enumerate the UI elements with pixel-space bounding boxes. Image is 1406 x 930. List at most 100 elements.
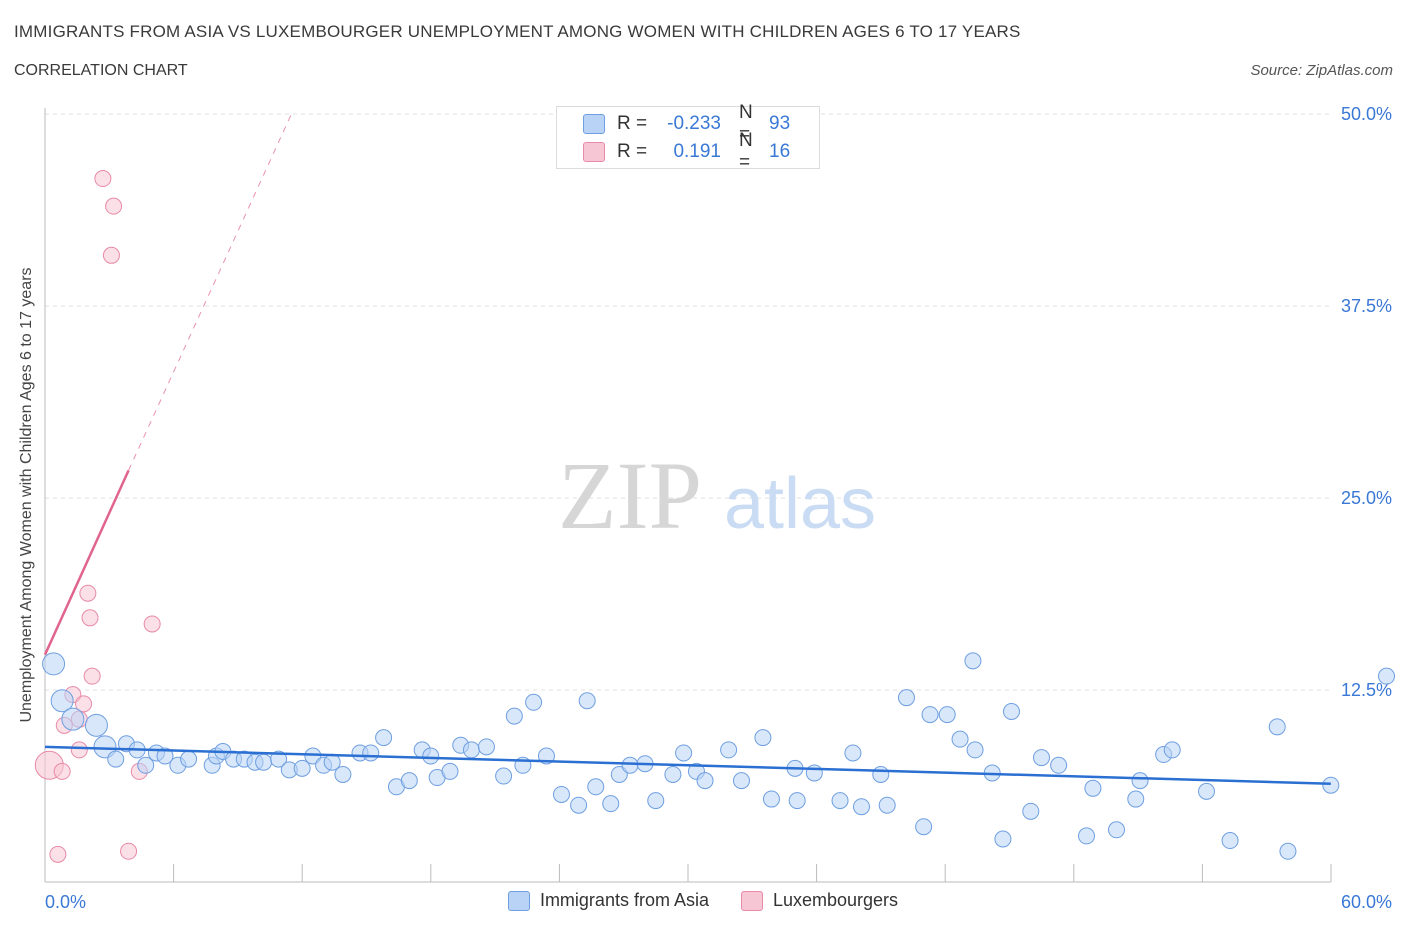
data-point — [42, 652, 66, 676]
data-point — [1198, 782, 1216, 800]
tick-labels: 12.5% 25.0% 37.5% 50.0% 0.0% 60.0% — [45, 104, 1392, 912]
data-point — [1322, 776, 1340, 794]
data-point — [143, 615, 161, 633]
legend-item-asia[interactable]: Immigrants from Asia — [507, 890, 709, 911]
y-tick-label: 37.5% — [1341, 296, 1392, 316]
data-point — [552, 785, 570, 803]
data-point — [1378, 667, 1396, 685]
data-point — [255, 753, 273, 771]
y-tick-label: 25.0% — [1341, 488, 1392, 508]
legend-row-asia: R = -0.233 N = 93 — [583, 102, 791, 145]
luxembourgers-trend-line — [43, 469, 130, 656]
trend-lines — [43, 113, 1331, 785]
data-point — [1279, 842, 1297, 860]
data-point — [762, 790, 780, 808]
luxembourgers-swatch — [583, 142, 605, 162]
data-point — [938, 706, 956, 724]
data-point — [602, 795, 620, 813]
n-value: 93 — [769, 113, 791, 134]
luxembourgers-points — [34, 170, 161, 863]
data-point — [61, 707, 85, 731]
x-tick-label: 60.0% — [1341, 892, 1392, 912]
n-label: N = — [739, 130, 753, 173]
data-point — [375, 729, 393, 747]
r-value: -0.233 — [667, 113, 721, 134]
data-point — [1127, 790, 1145, 808]
data-point — [83, 667, 101, 685]
data-point — [422, 747, 440, 765]
legend-row-luxembourgers: R = 0.191 N = 16 — [583, 130, 791, 173]
data-point — [81, 609, 99, 627]
data-point — [966, 741, 984, 759]
chart-subtitle: CORRELATION CHART — [14, 62, 188, 79]
data-point — [1002, 703, 1020, 721]
luxembourgers-trend-extension — [128, 113, 292, 471]
data-point — [304, 747, 322, 765]
data-point — [921, 706, 939, 724]
data-point — [878, 796, 896, 814]
data-point — [334, 765, 352, 783]
data-point — [754, 729, 772, 747]
legend-item-luxembourgers[interactable]: Luxembourgers — [740, 890, 899, 911]
data-point — [915, 818, 933, 836]
data-point — [102, 246, 120, 264]
data-point — [495, 767, 513, 785]
r-label: R = — [617, 141, 648, 162]
data-point — [664, 765, 682, 783]
data-point — [1131, 772, 1149, 790]
data-point — [505, 707, 523, 725]
data-point — [578, 692, 596, 710]
y-tick-label: 12.5% — [1341, 680, 1392, 700]
r-value: 0.191 — [673, 141, 721, 162]
correlation-legend: R = -0.233 N = 93 R = 0.191 N = 16 — [556, 102, 820, 173]
data-point — [647, 792, 665, 810]
chart-title: IMMIGRANTS FROM ASIA VS LUXEMBOURGER UNE… — [14, 22, 1021, 41]
data-point — [84, 713, 108, 737]
data-point — [1221, 832, 1239, 850]
watermark-atlas: atlas — [724, 464, 876, 544]
data-point — [462, 741, 480, 759]
legend-label-asia: Immigrants from Asia — [539, 890, 709, 910]
data-point — [1077, 827, 1095, 845]
data-point — [587, 778, 605, 796]
data-point — [610, 765, 628, 783]
data-point — [805, 764, 823, 782]
n-value: 16 — [769, 141, 791, 162]
data-point — [788, 792, 806, 810]
data-point — [951, 730, 969, 748]
data-point — [137, 756, 155, 774]
data-point — [49, 845, 67, 863]
data-point — [50, 689, 74, 713]
data-point — [720, 741, 738, 759]
data-point — [75, 695, 93, 713]
data-point — [1108, 821, 1125, 839]
data-point — [270, 750, 288, 768]
data-point — [180, 750, 198, 768]
data-point — [1268, 718, 1286, 736]
data-point — [53, 762, 71, 780]
data-point — [107, 750, 125, 768]
data-point — [831, 792, 849, 810]
data-point — [70, 741, 88, 759]
asia-points — [42, 652, 1396, 860]
grid-lines — [45, 113, 1331, 691]
watermark: ZIP atlas — [558, 442, 876, 549]
asia-swatch — [583, 114, 605, 134]
data-point — [696, 772, 714, 790]
watermark-zip: ZIP — [558, 442, 702, 549]
data-point — [1050, 756, 1068, 774]
r-label: R = — [617, 113, 648, 134]
data-point — [621, 756, 639, 774]
data-point — [852, 798, 870, 816]
data-point — [872, 765, 890, 783]
data-point — [362, 744, 380, 762]
data-point — [1163, 741, 1181, 759]
asia-trend-line — [44, 745, 1331, 785]
data-point — [844, 744, 862, 762]
data-point — [93, 735, 117, 759]
data-point — [994, 830, 1012, 848]
legend-label-luxembourgers: Luxembourgers — [772, 890, 899, 910]
asia-swatch — [507, 890, 530, 911]
data-point — [525, 693, 543, 711]
